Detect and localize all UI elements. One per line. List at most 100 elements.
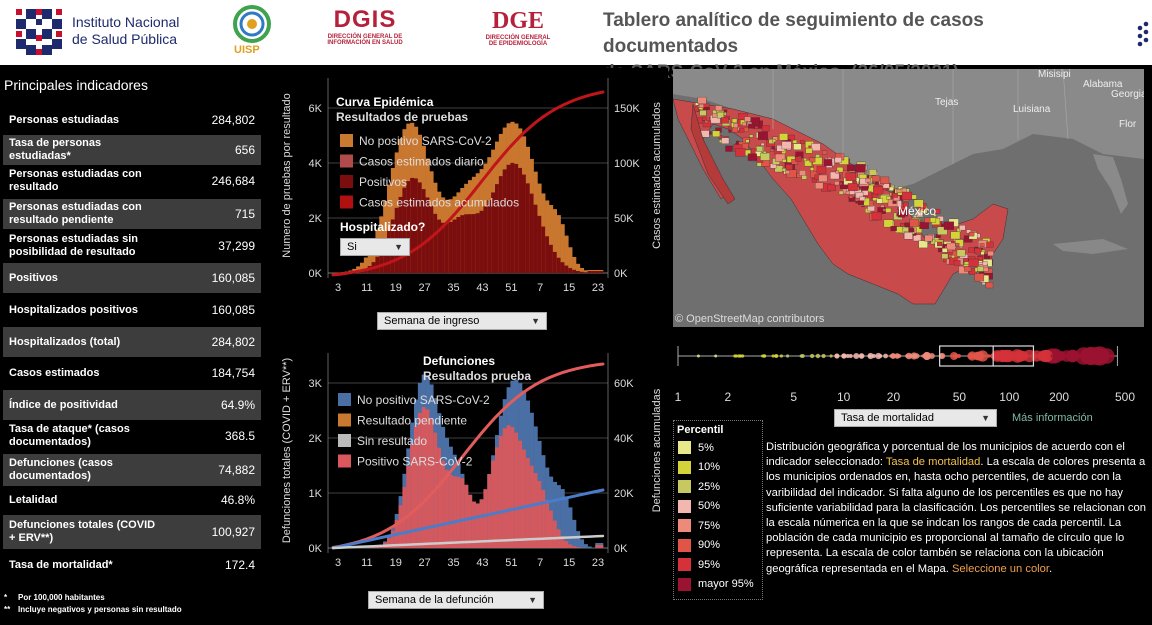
percentile-item[interactable]: 90%	[674, 536, 762, 556]
municipality[interactable]	[712, 130, 721, 137]
bar-segment[interactable]	[564, 265, 569, 273]
bar-segment[interactable]	[371, 241, 376, 273]
municipality[interactable]	[885, 208, 892, 213]
cumulative-line[interactable]	[331, 534, 605, 550]
bar-segment[interactable]	[410, 444, 415, 548]
bar-segment[interactable]	[579, 539, 585, 548]
municipality[interactable]	[721, 137, 730, 144]
bar-segment[interactable]	[529, 465, 534, 548]
bar-segment[interactable]	[495, 184, 500, 273]
municipality[interactable]	[887, 199, 898, 207]
municipality[interactable]	[809, 157, 816, 163]
distribution-boxplot[interactable]: 1 2 5 10 20 50 100 200 500	[670, 332, 1148, 407]
bar-segment[interactable]	[464, 214, 469, 273]
municipality[interactable]	[937, 226, 948, 235]
municipality-point[interactable]	[815, 353, 821, 359]
municipality[interactable]	[924, 217, 931, 223]
municipality[interactable]	[835, 170, 840, 174]
municipality[interactable]	[834, 157, 842, 163]
bar-segment[interactable]	[541, 226, 546, 273]
percentile-item[interactable]: 10%	[674, 458, 762, 478]
municipality-point[interactable]	[952, 353, 959, 359]
bar-segment[interactable]	[379, 249, 384, 273]
bar-segment[interactable]	[556, 257, 561, 273]
municipality[interactable]	[966, 229, 972, 234]
municipality[interactable]	[811, 178, 817, 183]
municipality[interactable]	[974, 273, 985, 282]
municipality[interactable]	[892, 200, 897, 204]
municipality[interactable]	[941, 253, 949, 259]
municipality[interactable]	[815, 182, 824, 190]
municipality[interactable]	[704, 120, 709, 124]
bar-segment[interactable]	[425, 409, 430, 548]
municipality[interactable]	[818, 174, 828, 182]
bar-segment[interactable]	[460, 478, 465, 548]
municipality[interactable]	[701, 116, 707, 121]
bar-segment[interactable]	[529, 193, 534, 273]
bar-segment[interactable]	[468, 494, 473, 548]
municipality-point[interactable]	[821, 353, 826, 359]
municipality[interactable]	[964, 265, 972, 272]
bar-segment[interactable]	[487, 200, 492, 273]
municipality[interactable]	[977, 266, 984, 272]
municipality-point[interactable]	[895, 353, 901, 359]
bar-segment[interactable]	[360, 262, 365, 273]
indicator-row[interactable]: Defunciones totales (COVID + ERV**) 100,9…	[3, 515, 261, 549]
municipality[interactable]	[845, 172, 856, 181]
bar-segment[interactable]	[549, 244, 554, 273]
municipality[interactable]	[739, 128, 745, 133]
municipality[interactable]	[792, 139, 798, 144]
municipality[interactable]	[913, 199, 924, 208]
municipality[interactable]	[963, 258, 969, 262]
municipality[interactable]	[847, 164, 856, 172]
bar-segment[interactable]	[568, 544, 573, 548]
bar-segment[interactable]	[576, 547, 581, 548]
bar-segment[interactable]	[583, 272, 588, 273]
municipality[interactable]	[985, 282, 994, 289]
bar-segment[interactable]	[452, 219, 457, 273]
municipality[interactable]	[913, 234, 922, 242]
bar-segment[interactable]	[471, 214, 477, 273]
municipality-point[interactable]	[1003, 350, 1016, 362]
municipality-point[interactable]	[1023, 354, 1028, 358]
municipality-point[interactable]	[714, 354, 718, 358]
municipality[interactable]	[756, 146, 763, 152]
bar-segment[interactable]	[452, 476, 457, 548]
bar-segment[interactable]	[552, 481, 558, 548]
bar-segment[interactable]	[479, 210, 484, 273]
municipality[interactable]	[741, 122, 747, 126]
municipality[interactable]	[785, 170, 790, 175]
bar-segment[interactable]	[429, 206, 434, 273]
bar-segment[interactable]	[564, 235, 569, 273]
municipality[interactable]	[880, 176, 890, 184]
cumulative-line[interactable]	[331, 362, 605, 549]
municipality[interactable]	[757, 131, 768, 140]
bar-segment[interactable]	[371, 547, 376, 548]
indicator-row[interactable]: Casos estimados 184,754	[3, 358, 261, 388]
bar-segment[interactable]	[576, 531, 581, 548]
municipality[interactable]	[744, 116, 751, 122]
indicator-row[interactable]: Personas estudiadas sin posibilidad de r…	[3, 230, 261, 262]
municipality[interactable]	[901, 191, 913, 201]
municipality-point[interactable]	[967, 352, 974, 360]
municipality[interactable]	[725, 145, 733, 152]
bar-segment[interactable]	[541, 489, 546, 548]
indicator-row[interactable]: Personas estudiadas con resultado pendie…	[3, 199, 261, 229]
municipality[interactable]	[950, 231, 961, 240]
bar-segment[interactable]	[572, 269, 577, 273]
municipality[interactable]	[953, 260, 961, 266]
municipality[interactable]	[791, 159, 799, 165]
municipality[interactable]	[836, 167, 844, 173]
bar-segment[interactable]	[414, 178, 419, 273]
municipality-point[interactable]	[1099, 348, 1115, 364]
municipality[interactable]	[917, 211, 923, 217]
municipality-point[interactable]	[786, 354, 790, 358]
bar-segment[interactable]	[587, 271, 592, 273]
bar-segment[interactable]	[545, 236, 550, 273]
municipality-point[interactable]	[799, 354, 803, 358]
percentile-item[interactable]: 5%	[674, 438, 762, 458]
municipality[interactable]	[918, 240, 928, 249]
epidemic-curve-chart[interactable]: 0K 2K 4K 6K 0K 50K 100K 150K 3 11 19 27 35 43 51 7 15 23 N…	[268, 68, 668, 330]
municipality[interactable]	[805, 147, 813, 154]
map-svg[interactable]	[673, 69, 1144, 327]
